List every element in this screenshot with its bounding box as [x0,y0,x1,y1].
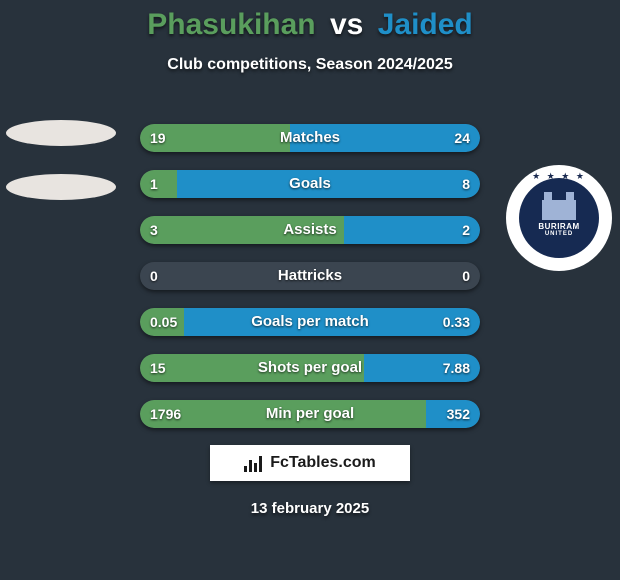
bar-label: Shots per goal [140,354,480,382]
stat-bars: Matches19 24 Goals1 8 Assists3 2 Hattricks0 0 Go… [140,124,480,446]
crest-sub: UNITED [545,231,573,237]
bar-label: Min per goal [140,400,480,428]
bar-value-left: 1 [150,170,158,198]
bar-value-right: 2 [462,216,470,244]
right-team-badge: ★ ★ ★ ★ BURIRAM UNITED [504,165,614,271]
bar-value-left: 1796 [150,400,181,428]
comparison-title: Phasukihan vs Jaided [0,0,620,42]
barchart-icon [244,454,264,472]
crest-name: BURIRAM [538,222,579,231]
bar-value-right: 0 [462,262,470,290]
stat-row: Hattricks0 0 [140,262,480,290]
crest-inner: BURIRAM UNITED [519,178,599,258]
player2-name: Jaided [378,8,473,41]
site-name: FcTables.com [270,454,376,472]
bar-label: Goals [140,170,480,198]
stat-row: Goals per match0.05 0.33 [140,308,480,336]
stat-row: Min per goal1796 352 [140,400,480,428]
player1-name: Phasukihan [147,8,315,41]
footer-date: 13 february 2025 [0,500,620,517]
bar-value-left: 0.05 [150,308,177,336]
castle-icon [542,200,576,220]
bar-label: Matches [140,124,480,152]
stat-row: Matches19 24 [140,124,480,152]
bar-value-left: 3 [150,216,158,244]
bar-value-left: 19 [150,124,166,152]
subtitle: Club competitions, Season 2024/2025 [0,56,620,74]
bar-value-right: 24 [454,124,470,152]
crest-stars: ★ ★ ★ ★ [532,171,586,182]
bar-value-right: 352 [447,400,470,428]
bar-value-right: 0.33 [443,308,470,336]
bar-value-left: 15 [150,354,166,382]
bar-label: Assists [140,216,480,244]
bar-value-right: 8 [462,170,470,198]
club-crest: ★ ★ ★ ★ BURIRAM UNITED [506,165,612,271]
bar-value-right: 7.88 [443,354,470,382]
bar-value-left: 0 [150,262,158,290]
placeholder-oval [6,120,116,146]
left-team-badge [6,120,116,200]
stat-row: Goals1 8 [140,170,480,198]
bar-label: Hattricks [140,262,480,290]
site-logo: FcTables.com [210,445,410,481]
stat-row: Assists3 2 [140,216,480,244]
placeholder-oval [6,174,116,200]
vs-label: vs [330,8,363,41]
stat-row: Shots per goal15 7.88 [140,354,480,382]
bar-label: Goals per match [140,308,480,336]
